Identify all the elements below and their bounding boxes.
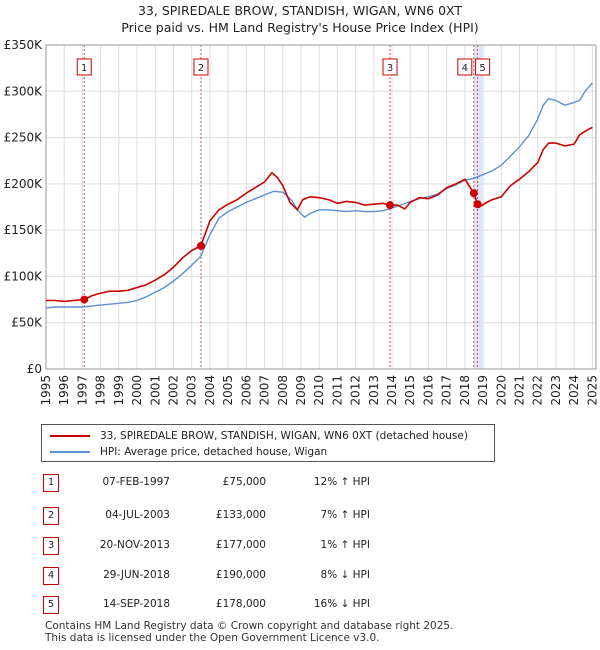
x-tick-label: 2008 bbox=[276, 375, 290, 406]
y-tick-label: £50K bbox=[11, 316, 43, 330]
x-tick-label: 2011 bbox=[330, 375, 344, 406]
y-tick-label: £250K bbox=[4, 131, 44, 145]
y-tick-label: £150K bbox=[4, 223, 44, 237]
table-row: 2 04-JUL-2003 £133,000 7% ↑ HPI bbox=[0, 507, 600, 527]
legend-label-property: 33, SPIREDALE BROW, STANDISH, WIGAN, WN6… bbox=[100, 430, 468, 442]
x-tick-label: 2019 bbox=[476, 375, 490, 406]
sale-price: £177,000 bbox=[215, 539, 266, 551]
x-tick-label: 1995 bbox=[39, 375, 53, 406]
table-row: 3 20-NOV-2013 £177,000 1% ↑ HPI bbox=[0, 537, 600, 557]
legend-swatch-hpi bbox=[50, 451, 90, 453]
price-chart: £0 £50K £100K £150K £200K £250K £300K £350K 1995… bbox=[4, 38, 600, 406]
legend: 33, SPIREDALE BROW, STANDISH, WIGAN, WN6… bbox=[41, 424, 495, 462]
y-tick-label: £100K bbox=[4, 269, 44, 283]
x-tick-label: 2003 bbox=[185, 375, 199, 406]
plot-frame bbox=[45, 44, 597, 370]
y-tick-label: £300K bbox=[4, 84, 44, 98]
sale-number-badge: 4 bbox=[43, 567, 59, 585]
sale-price: £75,000 bbox=[222, 476, 266, 488]
footer-license: This data is licensed under the Open Gov… bbox=[45, 632, 380, 644]
x-tick-label: 2020 bbox=[494, 375, 508, 406]
x-tick-label: 2007 bbox=[258, 375, 272, 406]
table-row: 5 14-SEP-2018 £178,000 16% ↓ HPI bbox=[0, 596, 600, 616]
sale-point bbox=[80, 295, 89, 304]
x-tick-label: 2024 bbox=[567, 375, 581, 406]
sale-date: 29-JUN-2018 bbox=[103, 569, 170, 581]
y-tick-label: £200K bbox=[4, 177, 44, 191]
sale-number-box bbox=[193, 58, 209, 76]
x-tick-label: 2016 bbox=[421, 375, 435, 406]
sale-point bbox=[469, 189, 478, 198]
x-tick-label: 2015 bbox=[403, 375, 417, 406]
sale-number-badge: 3 bbox=[43, 537, 59, 555]
legend-label-hpi: HPI: Average price, detached house, Wiga… bbox=[100, 446, 328, 458]
sale-number-box bbox=[382, 58, 398, 76]
x-tick-label: 2001 bbox=[148, 375, 162, 406]
sale-date: 14-SEP-2018 bbox=[102, 598, 170, 610]
x-tick-label: 1996 bbox=[57, 375, 71, 406]
sale-number-label: 5 bbox=[479, 63, 485, 74]
x-tick-label: 2009 bbox=[294, 375, 308, 406]
legend-swatch-property bbox=[50, 435, 90, 437]
x-tick-label: 2013 bbox=[367, 375, 381, 406]
x-tick-label: 2002 bbox=[166, 375, 180, 406]
footer-copyright: Contains HM Land Registry data © Crown c… bbox=[45, 620, 454, 632]
x-tick-label: 2022 bbox=[531, 375, 545, 406]
sale-date: 04-JUL-2003 bbox=[105, 509, 170, 521]
x-tick-label: 2021 bbox=[513, 375, 527, 406]
sale-point bbox=[386, 201, 395, 210]
sale-hpi-diff: 1% ↑ HPI bbox=[320, 539, 370, 551]
sale-price: £190,000 bbox=[215, 569, 266, 581]
x-tick-label: 2023 bbox=[549, 375, 563, 406]
sale-date: 07-FEB-1997 bbox=[102, 476, 170, 488]
sale-number-badge: 5 bbox=[43, 596, 59, 614]
x-tick-label: 2017 bbox=[440, 375, 454, 406]
x-tick-label: 2006 bbox=[239, 375, 253, 406]
x-tick-label: 2025 bbox=[585, 375, 599, 406]
x-tick-label: 2000 bbox=[130, 375, 144, 406]
sale-number-label: 4 bbox=[462, 63, 468, 74]
sale-hpi-diff: 16% ↓ HPI bbox=[313, 598, 370, 610]
x-tick-label: 2004 bbox=[203, 375, 217, 406]
table-row: 4 29-JUN-2018 £190,000 8% ↓ HPI bbox=[0, 567, 600, 587]
sale-price: £178,000 bbox=[215, 598, 266, 610]
x-tick-label: 2018 bbox=[458, 375, 472, 406]
footer: Contains HM Land Registry data © Crown c… bbox=[45, 620, 453, 644]
sale-hpi-diff: 7% ↑ HPI bbox=[320, 509, 370, 521]
sale-number-label: 3 bbox=[387, 63, 393, 74]
y-tick-label: £0 bbox=[27, 362, 42, 376]
x-tick-label: 2005 bbox=[221, 375, 235, 406]
sale-number-box bbox=[76, 58, 92, 76]
sale-point bbox=[473, 200, 482, 209]
sale-date: 20-NOV-2013 bbox=[99, 539, 170, 551]
x-tick-label: 2012 bbox=[349, 375, 363, 406]
sale-price: £133,000 bbox=[215, 509, 266, 521]
x-tick-label: 2014 bbox=[385, 375, 399, 406]
sale-hpi-diff: 8% ↓ HPI bbox=[320, 569, 370, 581]
legend-item-hpi: HPI: Average price, detached house, Wiga… bbox=[50, 444, 327, 460]
legend-item-property: 33, SPIREDALE BROW, STANDISH, WIGAN, WN6… bbox=[50, 428, 468, 444]
sale-number-box bbox=[457, 58, 473, 76]
y-tick-label: £350K bbox=[4, 38, 44, 52]
sale-point bbox=[196, 241, 205, 250]
table-row: 1 07-FEB-1997 £75,000 12% ↑ HPI bbox=[0, 474, 600, 494]
series-line-hpi bbox=[45, 82, 593, 309]
sale-number-label: 2 bbox=[198, 63, 204, 74]
sale-number-box bbox=[475, 58, 491, 76]
sale-hpi-diff: 12% ↑ HPI bbox=[313, 476, 370, 488]
sale-number-badge: 1 bbox=[43, 474, 59, 492]
sale-number-badge: 2 bbox=[43, 507, 59, 525]
x-tick-label: 1999 bbox=[112, 375, 126, 406]
chart-subtitle: Price paid vs. HM Land Registry's House … bbox=[121, 20, 479, 35]
plot-area bbox=[46, 45, 596, 369]
sale-number-label: 1 bbox=[81, 63, 87, 74]
x-tick-label: 2010 bbox=[312, 375, 326, 406]
chart-title: 33, SPIREDALE BROW, STANDISH, WIGAN, WN6… bbox=[137, 3, 463, 18]
x-tick-label: 1997 bbox=[75, 375, 89, 406]
series-line-property bbox=[46, 126, 593, 303]
x-tick-label: 1998 bbox=[94, 375, 108, 406]
